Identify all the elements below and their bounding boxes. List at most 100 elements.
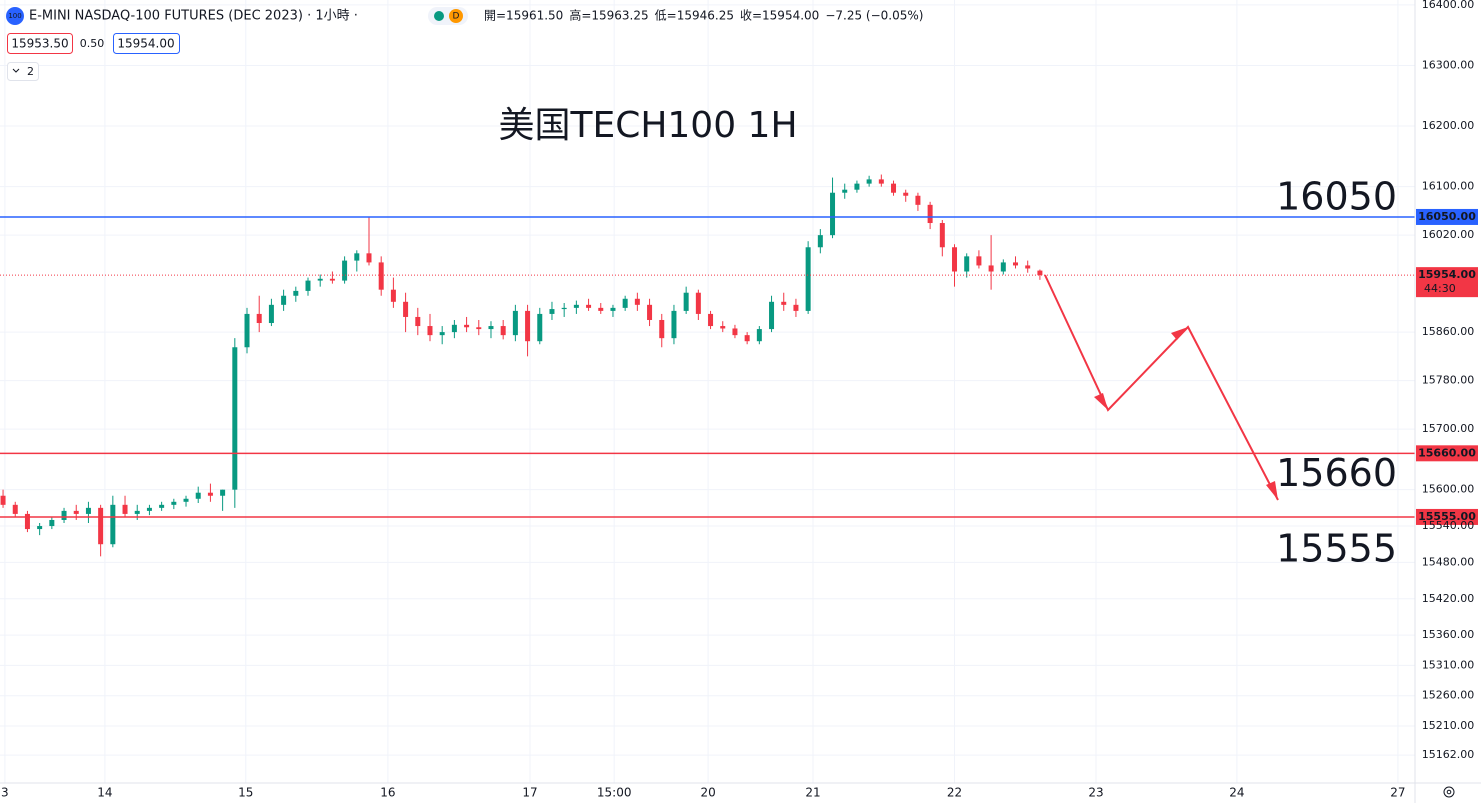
candle-body [293, 290, 299, 296]
ohlc-legend: 開=15961.50 高=15963.25 低=15946.25 收=15954.00… [484, 8, 923, 23]
candle-body [842, 189, 848, 193]
candle-body [12, 504, 18, 514]
y-tick-label: 15420.00 [1422, 592, 1475, 605]
candle-body [781, 301, 787, 305]
candle-body [976, 256, 982, 266]
x-tick-label: 15:00 [597, 786, 632, 800]
sell-button[interactable] [7, 33, 73, 54]
level-tag [1416, 445, 1478, 462]
candle-body [0, 495, 6, 505]
candle-body [939, 223, 945, 248]
level-tag-text: 15555.00 [1418, 510, 1476, 523]
candle-body [708, 313, 714, 327]
candle-body [1000, 262, 1006, 272]
candle-body [354, 253, 360, 261]
candle-body [683, 292, 689, 311]
candle-body [805, 247, 811, 311]
candle-body [817, 235, 823, 248]
settings-icon[interactable] [1443, 786, 1455, 798]
candle-body [915, 195, 921, 205]
countdown: 44:30 [1424, 282, 1456, 295]
candle-body [598, 307, 604, 311]
ohlc-value: 低=15946.25 [655, 9, 734, 23]
level-tag-text: 16050.00 [1418, 210, 1476, 223]
candle-body [891, 183, 897, 193]
chart-title: 美国TECH100 1H [498, 105, 797, 146]
x-tick-label: 3 [1, 786, 9, 800]
candle-body [586, 304, 592, 308]
candle-body [427, 326, 433, 336]
ohlc-value: 收=15954.00 [740, 9, 819, 23]
candle-body [183, 498, 189, 502]
y-tick-label: 15480.00 [1422, 555, 1475, 568]
candle-body [98, 507, 104, 545]
level-annotation: 15555 [1276, 526, 1397, 570]
y-tick-label: 15700.00 [1422, 422, 1475, 435]
x-tick-label: 16 [380, 786, 395, 800]
levels: 16050.00 16050 15660.00 15660 15555.00 15555 1… [0, 174, 1478, 570]
candle-body [1025, 265, 1031, 269]
x-tick-label: 22 [947, 786, 962, 800]
buy-button[interactable] [113, 33, 180, 54]
candle-body [85, 507, 91, 514]
x-tick-label: 21 [805, 786, 820, 800]
candle-body [24, 513, 30, 530]
candle-body [476, 327, 482, 330]
candle-body [305, 280, 311, 291]
candle-body [732, 328, 738, 336]
y-tick-label: 16200.00 [1422, 119, 1475, 132]
candle-body [561, 307, 567, 310]
arrow-head [1094, 393, 1108, 410]
candle-body [37, 526, 43, 530]
candle-body [378, 262, 384, 290]
candle-body [146, 507, 152, 511]
candle-body [525, 310, 531, 342]
candle-body [756, 329, 762, 342]
symbol[interactable]: E-MINI NASDAQ-100 FUTURES (DEC 2023) · 1… [29, 9, 358, 24]
candle-body [512, 310, 518, 336]
y-tick-label: 15210.00 [1422, 719, 1475, 732]
candle-body [830, 192, 836, 236]
candle-body [281, 295, 287, 305]
arrow-head [1171, 327, 1188, 340]
candle-body [952, 247, 958, 272]
candle-body [134, 510, 140, 514]
indicator-count: 2 [27, 65, 34, 78]
candle-body [195, 492, 201, 499]
candle-body [329, 278, 335, 281]
x-tick-label: 24 [1229, 786, 1244, 800]
candle-body [695, 292, 701, 314]
candle-body [927, 204, 933, 224]
candle-body [988, 265, 994, 272]
candle-body [634, 298, 640, 305]
y-tick-label: 15260.00 [1422, 689, 1475, 702]
candle-body [622, 298, 628, 308]
candle-body [207, 492, 213, 496]
y-tick-label: 15310.00 [1422, 658, 1475, 671]
candles [0, 174, 1043, 557]
badge-text: 100 [8, 12, 21, 20]
ask: 15954.00 [117, 37, 174, 51]
candle-body [159, 504, 165, 508]
candle-body [366, 253, 372, 263]
level-tag-text: 15660.00 [1418, 446, 1476, 459]
candle-body [73, 510, 79, 514]
candle-body [232, 347, 238, 490]
candle-body [110, 504, 116, 545]
x-tick-label: 14 [97, 786, 112, 800]
candle-body [744, 335, 750, 342]
candle-body [964, 256, 970, 272]
level-annotation: 15660 [1276, 451, 1397, 495]
candle-body [220, 489, 226, 496]
candle-body [500, 326, 506, 336]
symbol-badge [6, 7, 24, 25]
candle-body [171, 501, 177, 505]
arrow-head [1266, 481, 1278, 500]
candle-body [451, 324, 457, 333]
candle-body [866, 179, 872, 184]
indicator-toggle[interactable] [7, 62, 39, 81]
ohlc-value: 高=15963.25 [569, 8, 648, 23]
x-tick-label: 23 [1088, 786, 1103, 800]
candle-body [122, 504, 128, 514]
